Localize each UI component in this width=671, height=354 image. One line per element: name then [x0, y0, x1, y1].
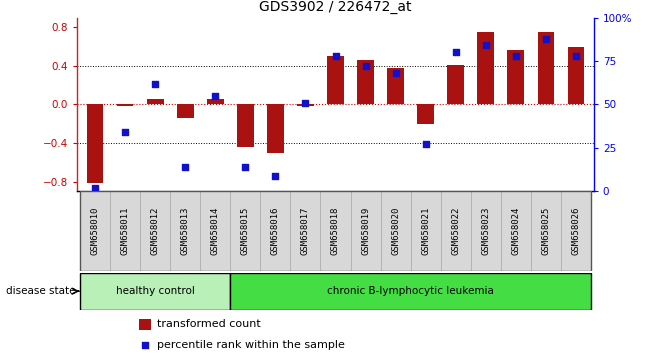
- Text: chronic B-lymphocytic leukemia: chronic B-lymphocytic leukemia: [327, 286, 494, 296]
- Point: [391, 70, 401, 76]
- Point: [270, 173, 280, 178]
- Point: [330, 53, 341, 59]
- Text: GSM658013: GSM658013: [180, 207, 190, 255]
- Text: GSM658025: GSM658025: [541, 207, 550, 255]
- Bar: [110, 191, 140, 271]
- Bar: [561, 191, 591, 271]
- Bar: [230, 191, 260, 271]
- Point: [480, 42, 491, 48]
- Text: GSM658023: GSM658023: [481, 207, 491, 255]
- Bar: [87, 104, 103, 183]
- Point: [420, 142, 431, 147]
- Bar: [139, 319, 150, 330]
- Bar: [537, 32, 554, 104]
- Point: [540, 36, 551, 41]
- Bar: [147, 99, 164, 104]
- Point: [140, 342, 150, 348]
- Bar: [297, 104, 314, 106]
- Bar: [260, 191, 291, 271]
- Point: [570, 53, 581, 59]
- Point: [210, 93, 221, 98]
- Bar: [417, 104, 434, 124]
- Bar: [501, 191, 531, 271]
- Bar: [291, 191, 321, 271]
- Point: [150, 81, 160, 86]
- Text: GSM658011: GSM658011: [121, 207, 130, 255]
- Bar: [201, 191, 230, 271]
- Text: healthy control: healthy control: [116, 286, 195, 296]
- Bar: [321, 191, 350, 271]
- Text: GSM658016: GSM658016: [271, 207, 280, 255]
- Bar: [380, 191, 411, 271]
- Bar: [357, 60, 374, 104]
- Point: [511, 53, 521, 59]
- Bar: [387, 68, 404, 104]
- Bar: [507, 51, 524, 104]
- Bar: [207, 99, 223, 104]
- Text: GSM658015: GSM658015: [241, 207, 250, 255]
- Point: [120, 129, 131, 135]
- Point: [450, 50, 461, 55]
- Bar: [411, 191, 441, 271]
- Text: percentile rank within the sample: percentile rank within the sample: [157, 340, 345, 350]
- Bar: [478, 32, 494, 104]
- Text: GSM658019: GSM658019: [361, 207, 370, 255]
- Text: GSM658026: GSM658026: [571, 207, 580, 255]
- Bar: [230, 273, 591, 310]
- Bar: [80, 191, 110, 271]
- Title: GDS3902 / 226472_at: GDS3902 / 226472_at: [259, 0, 412, 14]
- Text: GSM658010: GSM658010: [91, 207, 100, 255]
- Bar: [267, 104, 284, 153]
- Point: [90, 185, 101, 190]
- Text: transformed count: transformed count: [157, 320, 261, 330]
- Bar: [237, 104, 254, 147]
- Text: GSM658022: GSM658022: [451, 207, 460, 255]
- Text: GSM658014: GSM658014: [211, 207, 220, 255]
- Bar: [350, 191, 380, 271]
- Text: GSM658021: GSM658021: [421, 207, 430, 255]
- Text: GSM658012: GSM658012: [151, 207, 160, 255]
- Text: GSM658020: GSM658020: [391, 207, 400, 255]
- Bar: [531, 191, 561, 271]
- Bar: [80, 273, 230, 310]
- Point: [180, 164, 191, 170]
- Bar: [177, 104, 193, 118]
- Bar: [470, 191, 501, 271]
- Text: GSM658018: GSM658018: [331, 207, 340, 255]
- Text: disease state: disease state: [6, 286, 76, 296]
- Bar: [140, 191, 170, 271]
- Text: GSM658017: GSM658017: [301, 207, 310, 255]
- Point: [360, 63, 371, 69]
- Bar: [441, 191, 470, 271]
- Bar: [448, 65, 464, 104]
- Text: GSM658024: GSM658024: [511, 207, 520, 255]
- Point: [240, 164, 251, 170]
- Bar: [117, 104, 134, 106]
- Point: [300, 100, 311, 105]
- Bar: [327, 56, 344, 104]
- Bar: [568, 47, 584, 104]
- Bar: [170, 191, 201, 271]
